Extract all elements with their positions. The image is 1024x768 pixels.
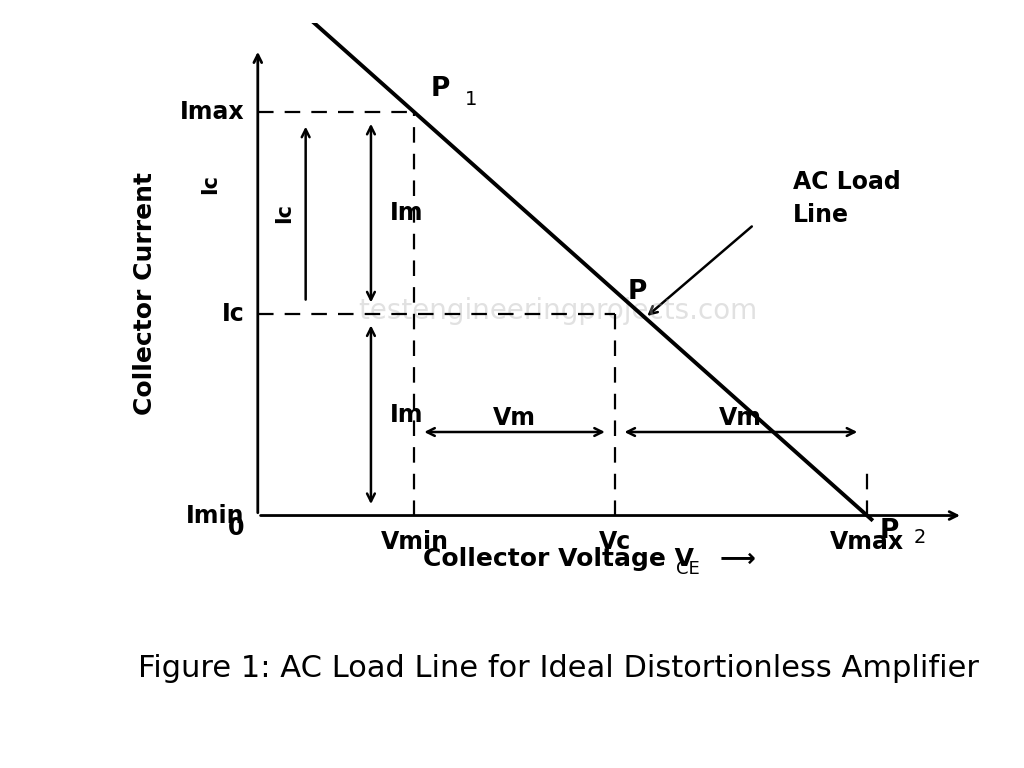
Text: ⟶: ⟶ bbox=[719, 547, 755, 571]
Text: Ic: Ic bbox=[200, 174, 220, 194]
Text: Imin: Imin bbox=[186, 504, 245, 528]
Text: P: P bbox=[880, 518, 899, 545]
Text: Ic: Ic bbox=[222, 302, 245, 326]
Text: Im: Im bbox=[390, 201, 424, 225]
Text: Figure 1: AC Load Line for Ideal Distortionless Amplifier: Figure 1: AC Load Line for Ideal Distort… bbox=[137, 654, 979, 683]
Text: Im: Im bbox=[390, 402, 424, 427]
Text: Collector Voltage V: Collector Voltage V bbox=[423, 547, 693, 571]
Text: Collector Current: Collector Current bbox=[133, 172, 157, 415]
Text: Vc: Vc bbox=[599, 530, 631, 554]
Text: 0: 0 bbox=[228, 515, 245, 540]
Text: P: P bbox=[430, 76, 450, 102]
Text: P: P bbox=[628, 280, 647, 306]
Text: Vmax: Vmax bbox=[830, 530, 904, 554]
Text: 1: 1 bbox=[465, 91, 477, 110]
Text: Vmin: Vmin bbox=[381, 530, 449, 554]
Text: AC Load
Line: AC Load Line bbox=[793, 170, 901, 227]
Text: Vm: Vm bbox=[720, 406, 762, 429]
Text: CE: CE bbox=[677, 560, 700, 578]
Text: Vm: Vm bbox=[494, 406, 536, 429]
Text: testengineering​projects.com: testengineering​projects.com bbox=[359, 297, 757, 325]
Text: 2: 2 bbox=[914, 528, 927, 547]
Text: Ic: Ic bbox=[273, 203, 294, 223]
Text: Imax: Imax bbox=[180, 101, 245, 124]
